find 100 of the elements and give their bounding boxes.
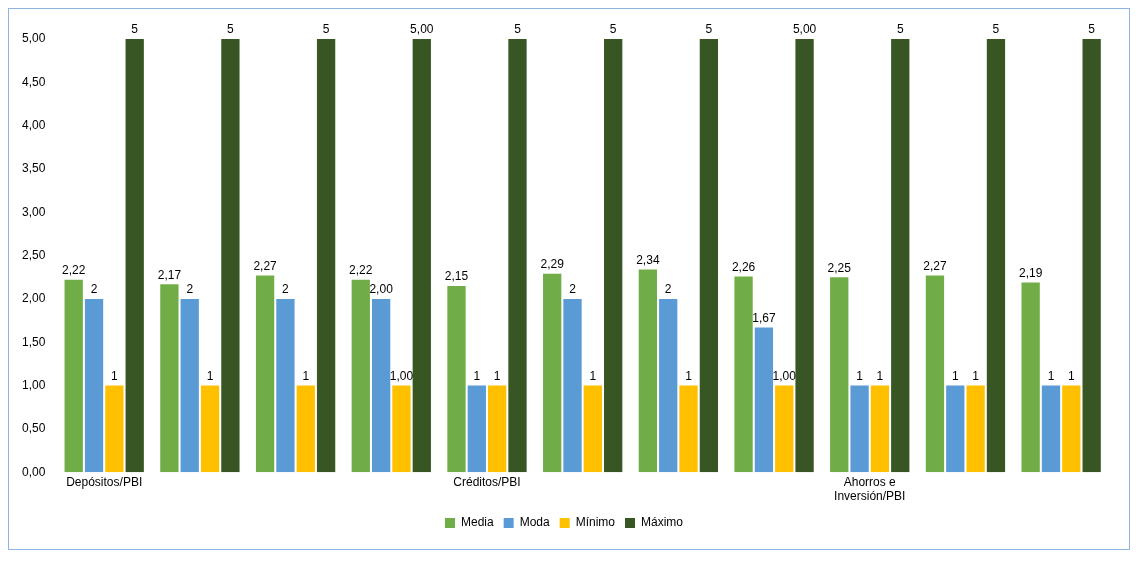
y-tick-label: 4,50 bbox=[22, 74, 46, 89]
data-label: 1 bbox=[876, 368, 884, 383]
bar bbox=[734, 276, 753, 473]
y-tick-label: 2,50 bbox=[22, 247, 46, 262]
bar bbox=[1041, 385, 1061, 473]
data-label: 1 bbox=[972, 368, 980, 383]
bar bbox=[925, 275, 945, 473]
data-label: 2,00 bbox=[369, 282, 394, 297]
bar bbox=[467, 385, 486, 473]
bar bbox=[850, 385, 869, 473]
data-label: 2,27 bbox=[253, 258, 278, 273]
data-label: 5 bbox=[705, 22, 713, 37]
bar bbox=[986, 39, 1006, 473]
legend-label: Moda bbox=[519, 515, 550, 530]
bar bbox=[795, 39, 814, 473]
data-label: 5 bbox=[227, 22, 235, 37]
data-label: 2,19 bbox=[1018, 265, 1043, 280]
legend-label: Máximo bbox=[641, 515, 684, 530]
bar bbox=[160, 284, 179, 473]
bar bbox=[1082, 39, 1101, 473]
bar bbox=[659, 298, 678, 473]
data-label: 5,00 bbox=[410, 22, 434, 37]
bar bbox=[105, 385, 124, 473]
bar bbox=[604, 39, 623, 473]
data-label: 2 bbox=[186, 282, 194, 297]
data-label: 2 bbox=[569, 282, 577, 297]
data-label: 2,34 bbox=[636, 252, 660, 267]
bar bbox=[775, 385, 794, 473]
bar bbox=[221, 39, 240, 473]
data-label: 1 bbox=[111, 368, 119, 383]
data-label: 2,15 bbox=[444, 269, 469, 284]
bar bbox=[488, 385, 507, 473]
data-label: 5 bbox=[322, 22, 330, 37]
bar bbox=[1021, 282, 1040, 473]
bar bbox=[870, 385, 890, 473]
y-tick-label: 4,00 bbox=[22, 117, 46, 132]
bar bbox=[563, 298, 582, 473]
legend-label: Mínimo bbox=[575, 515, 616, 530]
bar bbox=[84, 298, 104, 473]
bar bbox=[1062, 385, 1081, 473]
data-label: 1 bbox=[951, 368, 959, 383]
y-tick-label: 1,00 bbox=[22, 377, 46, 392]
bar bbox=[125, 39, 144, 473]
bar bbox=[946, 385, 965, 473]
y-tick-label: 1,50 bbox=[22, 334, 46, 349]
data-label: 2,22 bbox=[62, 263, 86, 278]
data-label: 1 bbox=[685, 368, 693, 383]
x-tick-label: Ahorros e Inversión/PBI bbox=[834, 474, 906, 504]
y-tick-label: 0,50 bbox=[22, 421, 46, 436]
data-label: 2 bbox=[664, 282, 672, 297]
data-label: 5 bbox=[992, 22, 1000, 37]
data-label: 1 bbox=[473, 368, 481, 383]
data-label: 2,25 bbox=[827, 260, 852, 275]
data-label: 2,26 bbox=[731, 259, 756, 274]
data-label: 1,00 bbox=[389, 368, 414, 383]
data-label: 5 bbox=[514, 22, 522, 37]
data-label: 2,17 bbox=[157, 267, 182, 282]
y-tick-label: 0,00 bbox=[22, 464, 46, 479]
bar bbox=[351, 279, 370, 473]
data-label: 5 bbox=[896, 22, 904, 37]
data-label: 2 bbox=[90, 282, 98, 297]
bar bbox=[371, 298, 391, 473]
x-tick-label: Depósitos/PBI bbox=[66, 474, 143, 489]
x-tick-label: Créditos/PBI bbox=[453, 474, 521, 489]
data-label: 1 bbox=[1067, 368, 1075, 383]
legend-label: Media bbox=[460, 515, 494, 530]
bar bbox=[830, 277, 849, 473]
data-label: 1,67 bbox=[752, 310, 776, 325]
data-label: 2 bbox=[282, 282, 290, 297]
bar bbox=[754, 327, 774, 473]
bar bbox=[316, 39, 336, 473]
data-label: 2,29 bbox=[540, 257, 565, 272]
data-label: 1 bbox=[856, 368, 864, 383]
bar bbox=[392, 385, 411, 473]
data-label: 1 bbox=[206, 368, 214, 383]
bar bbox=[583, 385, 602, 473]
data-label: 5 bbox=[1088, 22, 1096, 37]
bar bbox=[200, 385, 220, 473]
data-label: 5 bbox=[609, 22, 617, 37]
data-label: 2,27 bbox=[923, 258, 947, 273]
data-label: 1 bbox=[493, 368, 501, 383]
data-label: 2,22 bbox=[349, 263, 373, 278]
bar bbox=[699, 39, 719, 473]
bar bbox=[508, 39, 527, 473]
bar bbox=[447, 285, 466, 473]
data-label: 1,00 bbox=[772, 368, 797, 383]
data-label: 1 bbox=[589, 368, 597, 383]
bar bbox=[64, 279, 83, 473]
bar bbox=[679, 385, 698, 473]
y-tick-label: 3,50 bbox=[22, 161, 46, 176]
data-label: 5,00 bbox=[792, 22, 817, 37]
bar bbox=[255, 275, 275, 473]
data-label: 1 bbox=[302, 368, 310, 383]
bar bbox=[966, 385, 985, 473]
bar bbox=[891, 39, 910, 473]
y-tick-label: 3,00 bbox=[22, 204, 46, 219]
y-tick-label: 5,00 bbox=[22, 31, 46, 46]
data-label: 1 bbox=[1047, 368, 1055, 383]
bar bbox=[276, 298, 295, 473]
bar bbox=[638, 269, 658, 473]
